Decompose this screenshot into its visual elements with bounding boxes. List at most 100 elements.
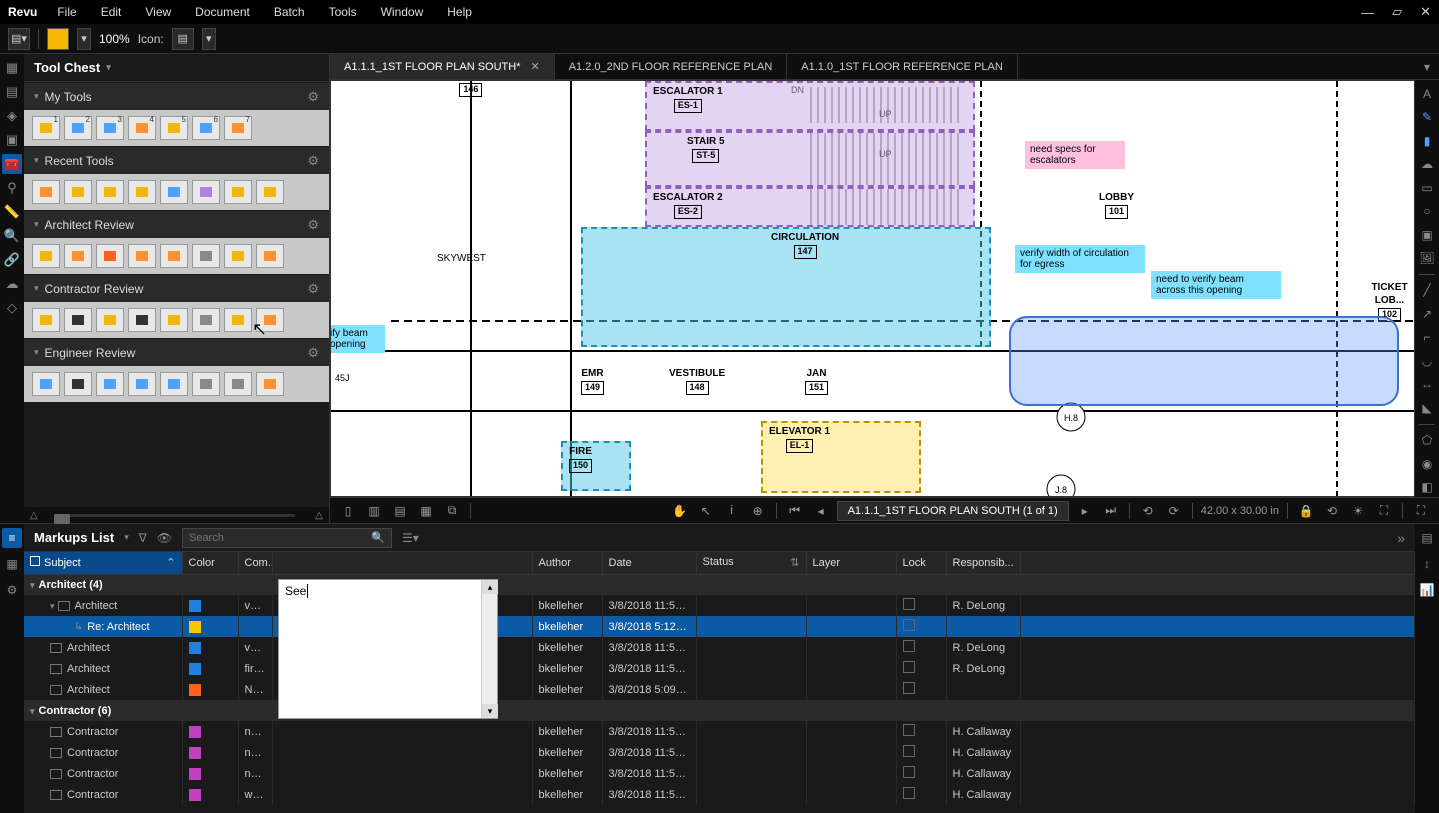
section-recent-tools[interactable]: ▾Recent Tools⚙ xyxy=(24,146,329,174)
region-lobby-cloud[interactable] xyxy=(1009,316,1399,406)
view-mode-chevron[interactable]: ▾ xyxy=(202,28,216,50)
tool-swatch[interactable] xyxy=(256,372,284,396)
tool-swatch[interactable] xyxy=(256,244,284,268)
table-row[interactable]: Contractorwall was damaged. needs to be … xyxy=(24,784,1415,805)
tool-chest-title[interactable]: Tool Chest ▾ xyxy=(24,54,329,82)
tool-swatch[interactable] xyxy=(160,308,188,332)
column-header[interactable]: Color xyxy=(182,552,238,574)
canvas[interactable]: H.8J.8SKYWESTDNUPUP45JSERVICE146ESCALATO… xyxy=(330,80,1415,497)
tool-swatch[interactable]: 4 xyxy=(128,116,156,140)
close-button[interactable]: ✕ xyxy=(1420,4,1431,20)
filter-icon[interactable]: ∇ xyxy=(139,531,147,545)
tool-swatch[interactable] xyxy=(224,244,252,268)
search-input[interactable] xyxy=(189,532,371,544)
tool-swatch[interactable] xyxy=(128,244,156,268)
pen-tool-icon[interactable]: ✎ xyxy=(1417,107,1437,126)
tool-swatch[interactable] xyxy=(192,180,220,204)
gear-icon[interactable]: ⚙ xyxy=(307,217,319,233)
column-header[interactable]: Date xyxy=(602,552,696,574)
tool-swatch[interactable] xyxy=(32,180,60,204)
profile-dropdown[interactable]: ▤▾ xyxy=(8,28,30,50)
nav-fwd-icon[interactable]: ⟳ xyxy=(1164,502,1184,520)
studio-icon[interactable]: ☁ xyxy=(2,274,22,294)
panel-slider[interactable]: △ △ xyxy=(24,507,329,523)
split-both-icon[interactable]: ▦ xyxy=(416,502,436,520)
menu-file[interactable]: File xyxy=(57,5,76,19)
panel-right-icon-2[interactable]: ↕ xyxy=(1417,554,1437,574)
table-row[interactable]: ▾Architectverifybkelleher3/8/2018 11:57:… xyxy=(24,595,1415,616)
tool-swatch[interactable] xyxy=(256,308,284,332)
tool-swatch[interactable] xyxy=(192,308,220,332)
tool-swatch[interactable] xyxy=(160,244,188,268)
column-header[interactable] xyxy=(272,552,532,574)
tool-swatch[interactable] xyxy=(64,180,92,204)
table-row[interactable]: Architectfire robkelleher3/8/2018 11:57:… xyxy=(24,658,1415,679)
group-row[interactable]: ▾Architect (4) xyxy=(24,574,1415,595)
table-row[interactable]: ↳Re: Architectbkelleher3/8/2018 5:12:0..… xyxy=(24,616,1415,637)
tool-swatch[interactable] xyxy=(256,180,284,204)
tool-swatch[interactable] xyxy=(192,372,220,396)
links-icon[interactable]: 🔗 xyxy=(2,250,22,270)
more-icon[interactable]: » xyxy=(1397,530,1405,546)
stamp-tool-icon[interactable]: ▣ xyxy=(1417,225,1437,244)
gear-icon[interactable]: ⚙ xyxy=(307,153,319,169)
layers-icon[interactable]: ◈ xyxy=(2,106,22,126)
markups-search[interactable]: 🔍 xyxy=(182,528,392,548)
polyline-tool-icon[interactable]: ⌐ xyxy=(1417,328,1437,347)
gear-icon[interactable]: ⚙ xyxy=(307,281,319,297)
split-horizontal-icon[interactable]: ▥ xyxy=(364,502,384,520)
rotate-icon[interactable]: ⟲ xyxy=(1322,502,1342,520)
split-vertical-icon[interactable]: ▤ xyxy=(390,502,410,520)
ellipse-tool-icon[interactable]: ○ xyxy=(1417,201,1437,220)
next-page-icon[interactable]: ▸ xyxy=(1075,502,1095,520)
fit-icon[interactable]: ⛶ xyxy=(1374,502,1394,520)
prev-page-icon[interactable]: ◂ xyxy=(811,502,831,520)
tool-swatch[interactable] xyxy=(128,180,156,204)
arc-tool-icon[interactable]: ◡ xyxy=(1417,351,1437,370)
tool-swatch[interactable] xyxy=(224,180,252,204)
section-architect-review[interactable]: ▾Architect Review⚙ xyxy=(24,210,329,238)
search-icon[interactable]: 🔍 xyxy=(2,226,22,246)
select-tool-icon[interactable]: ↖ xyxy=(696,502,716,520)
menu-tools[interactable]: Tools xyxy=(329,5,357,19)
tool-swatch[interactable]: 5 xyxy=(160,116,188,140)
panel-icon-2[interactable]: ▦ xyxy=(2,554,22,574)
toolchest-icon[interactable]: 🧰 xyxy=(2,154,22,174)
first-page-icon[interactable]: ⏮ xyxy=(785,502,805,520)
zoom-tool-icon[interactable]: ⊕ xyxy=(748,502,768,520)
bookmarks-icon[interactable]: ▤ xyxy=(2,82,22,102)
document-tab[interactable]: A1.1.1_1ST FLOOR PLAN SOUTH*✕ xyxy=(330,54,555,79)
tool-swatch[interactable] xyxy=(96,244,124,268)
tool-swatch[interactable] xyxy=(96,180,124,204)
callout[interactable]: need specs for escalators xyxy=(1025,141,1125,169)
snapshot-tool-icon[interactable]: ◉ xyxy=(1417,454,1437,473)
panel-right-icon-3[interactable]: 📊 xyxy=(1417,580,1437,600)
line-tool-icon[interactable]: ╱ xyxy=(1417,281,1437,300)
table-row[interactable]: Contractorneed specs for escalatorsbkell… xyxy=(24,721,1415,742)
section-my-tools[interactable]: ▾My Tools⚙ xyxy=(24,82,329,110)
panel-icon-3[interactable]: ⚙ xyxy=(2,580,22,600)
menu-help[interactable]: Help xyxy=(447,5,472,19)
tool-swatch[interactable]: 1 xyxy=(32,116,60,140)
tool-swatch[interactable]: 7 xyxy=(224,116,252,140)
pan-tool-icon[interactable]: ✋ xyxy=(670,502,690,520)
tool-swatch[interactable] xyxy=(64,372,92,396)
callout[interactable]: need to verify beam across this opening xyxy=(1151,271,1281,299)
text-select-icon[interactable]: Ꭵ xyxy=(722,502,742,520)
maximize-button[interactable]: ▱ xyxy=(1392,4,1402,20)
single-page-icon[interactable]: ▯ xyxy=(338,502,358,520)
column-header[interactable]: Subject⌃ xyxy=(24,552,182,574)
table-row[interactable]: Contractorneed finish details on this st… xyxy=(24,742,1415,763)
current-doc-label[interactable]: A1.1.1_1ST FLOOR PLAN SOUTH (1 of 1) xyxy=(837,501,1069,521)
arrow-tool-icon[interactable]: ↗ xyxy=(1417,304,1437,323)
tool-swatch[interactable] xyxy=(32,372,60,396)
tool-swatch[interactable] xyxy=(96,308,124,332)
gear-icon[interactable]: ⚙ xyxy=(307,89,319,105)
menu-view[interactable]: View xyxy=(145,5,171,19)
column-header[interactable]: Lock xyxy=(896,552,946,574)
brightness-icon[interactable]: ☀ xyxy=(1348,502,1368,520)
tool-swatch[interactable] xyxy=(32,244,60,268)
tool-swatch[interactable]: 2 xyxy=(64,116,92,140)
swatch-dropdown[interactable]: ▾ xyxy=(77,28,91,50)
document-tab[interactable]: A1.1.0_1ST FLOOR REFERENCE PLAN xyxy=(787,54,1018,79)
